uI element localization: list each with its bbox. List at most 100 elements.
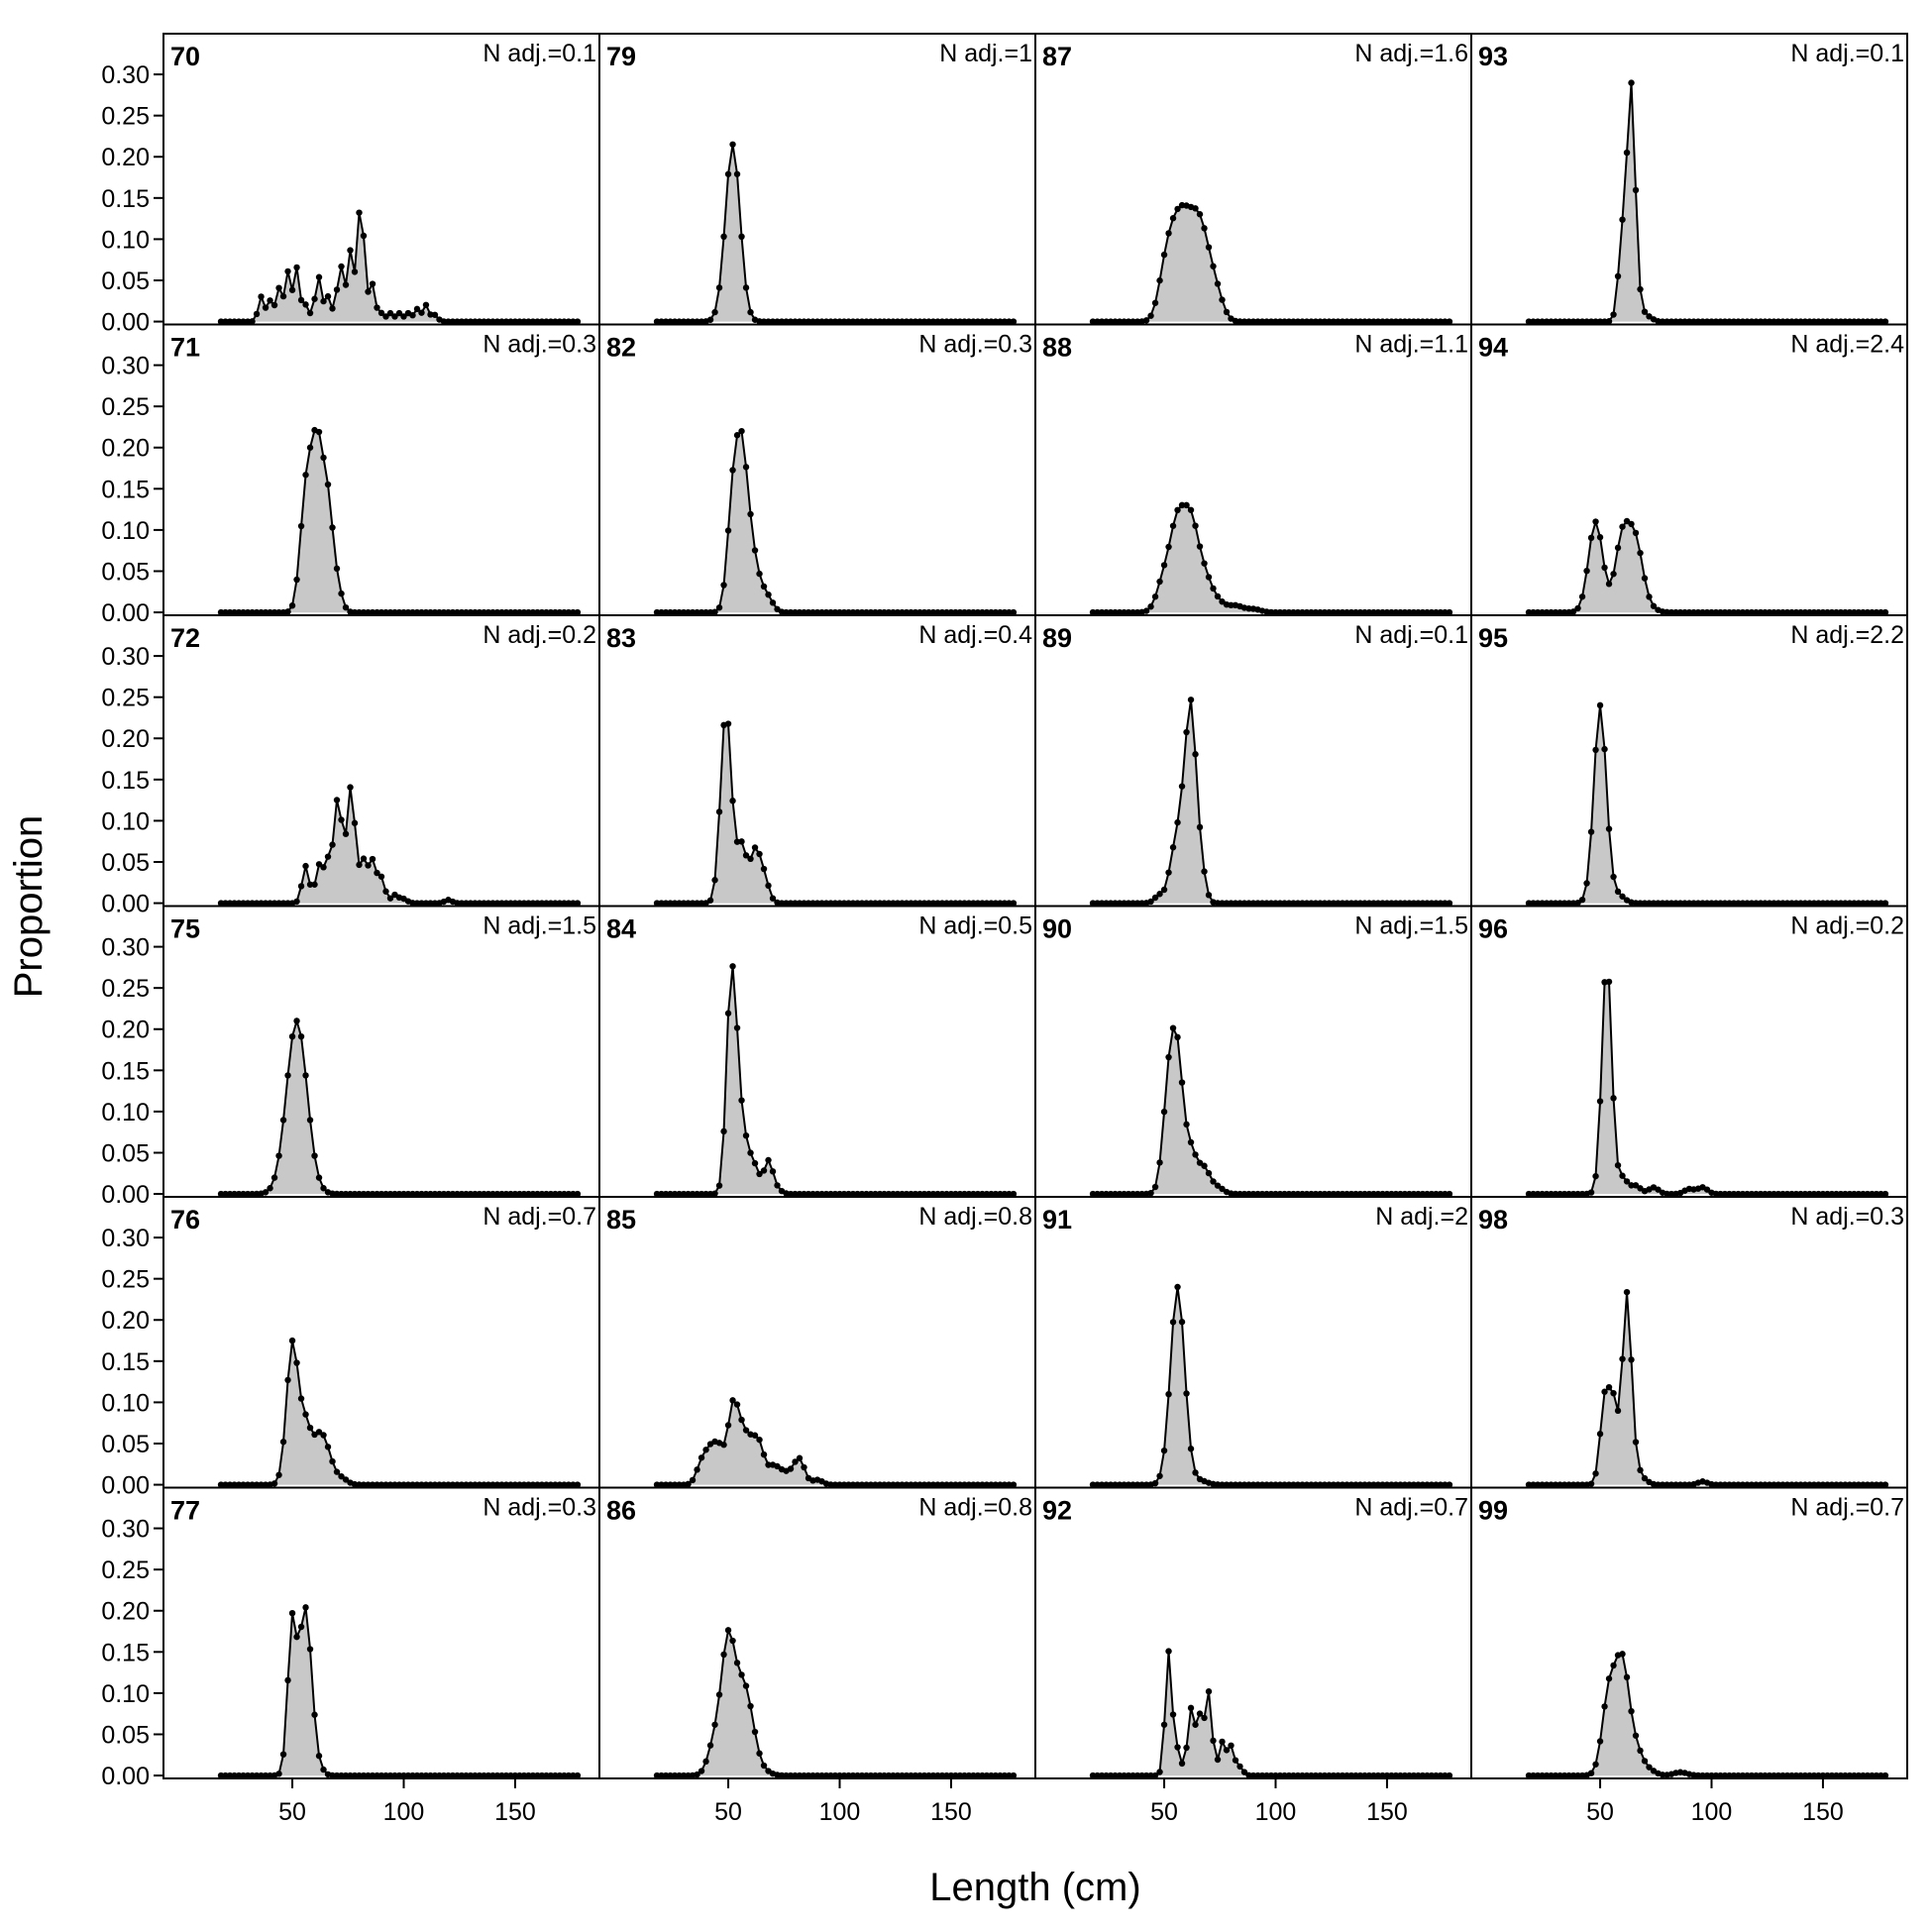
data-point	[1601, 1703, 1608, 1710]
y-tick-label: 0.15	[101, 1639, 150, 1666]
data-point	[538, 318, 546, 325]
y-tick-label: 0.25	[101, 975, 150, 1003]
data-point	[979, 1481, 986, 1488]
data-point	[1703, 900, 1711, 907]
data-point	[970, 1481, 977, 1488]
data-point	[1694, 1771, 1702, 1779]
data-point	[1299, 1771, 1306, 1779]
data-point	[1356, 1481, 1364, 1488]
data-point	[890, 900, 897, 907]
data-point	[1815, 1771, 1822, 1779]
x-tick-label: 150	[1802, 1798, 1844, 1826]
data-point	[1142, 317, 1150, 324]
data-point	[1855, 1481, 1863, 1488]
data-point	[840, 608, 848, 616]
data-point	[1552, 1771, 1559, 1779]
data-point	[1210, 1178, 1217, 1185]
data-point	[1810, 1771, 1818, 1779]
data-point	[1801, 318, 1809, 325]
series-line	[1529, 1292, 1885, 1486]
data-point	[472, 1771, 479, 1779]
data-point	[507, 1771, 514, 1779]
series-line	[221, 787, 578, 905]
data-point	[912, 608, 919, 616]
data-point	[899, 1481, 906, 1488]
y-tick-label: 0.30	[101, 353, 150, 380]
data-point	[1187, 1446, 1195, 1452]
data-point	[970, 1190, 977, 1198]
data-point	[235, 318, 243, 325]
data-point	[1254, 1481, 1261, 1488]
data-point	[222, 1771, 229, 1779]
data-point	[827, 1771, 834, 1779]
data-point	[813, 900, 821, 907]
data-point	[1708, 1771, 1715, 1779]
data-point	[1317, 318, 1324, 325]
panel-border	[162, 1486, 600, 1779]
data-point	[796, 318, 804, 325]
data-point	[1312, 900, 1320, 907]
data-point	[1410, 1771, 1418, 1779]
data-point	[454, 1190, 461, 1198]
data-point	[854, 1481, 861, 1488]
data-point	[849, 1481, 857, 1488]
data-point	[702, 1190, 709, 1198]
data-point	[422, 1481, 430, 1488]
data-point	[467, 1481, 475, 1488]
series-line	[1093, 1651, 1449, 1777]
data-point	[872, 1481, 879, 1488]
data-point	[720, 1442, 727, 1449]
data-point	[1129, 1771, 1136, 1779]
data-point	[792, 1771, 799, 1779]
data-point	[422, 1190, 430, 1198]
data-point	[1160, 562, 1168, 569]
data-point	[1379, 1771, 1386, 1779]
data-point	[217, 1481, 225, 1488]
data-point	[520, 1771, 528, 1779]
data-point	[702, 1758, 709, 1766]
data-point	[1676, 1481, 1684, 1488]
data-point	[1249, 1481, 1257, 1488]
data-point	[1330, 900, 1338, 907]
data-point	[1730, 900, 1738, 907]
data-point	[658, 608, 665, 616]
area-fill	[1529, 981, 1885, 1195]
data-point	[1267, 1481, 1275, 1488]
data-point	[427, 1190, 434, 1198]
data-point	[1147, 603, 1154, 610]
data-point	[1303, 1481, 1311, 1488]
data-point	[916, 1190, 923, 1198]
data-point	[374, 869, 380, 877]
data-point	[507, 900, 514, 907]
data-point	[306, 1646, 314, 1653]
panel-85: 85 N adj.=0.8	[598, 1196, 1036, 1489]
data-point	[288, 1609, 296, 1617]
data-point	[1156, 1472, 1163, 1479]
data-point	[529, 608, 537, 616]
data-point	[1312, 1481, 1320, 1488]
data-point	[1771, 1190, 1777, 1198]
data-point	[813, 318, 821, 325]
data-point	[881, 1771, 888, 1779]
data-point	[1290, 608, 1297, 616]
data-point	[894, 318, 902, 325]
data-point	[916, 318, 923, 325]
data-point	[1129, 1481, 1136, 1488]
data-point	[876, 1481, 884, 1488]
data-point	[1330, 1481, 1338, 1488]
data-point	[1735, 608, 1742, 616]
data-point	[431, 1771, 439, 1779]
data-point	[698, 1768, 705, 1774]
data-point	[689, 1190, 697, 1198]
data-point	[961, 1190, 968, 1198]
data-point	[1446, 608, 1453, 616]
data-point	[1628, 1356, 1635, 1363]
data-point	[1442, 1771, 1449, 1779]
data-point	[502, 1481, 510, 1488]
data-point	[449, 318, 457, 325]
data-point	[413, 1481, 421, 1488]
data-point	[244, 1190, 252, 1198]
data-point	[1851, 608, 1858, 616]
data-point	[805, 900, 812, 907]
